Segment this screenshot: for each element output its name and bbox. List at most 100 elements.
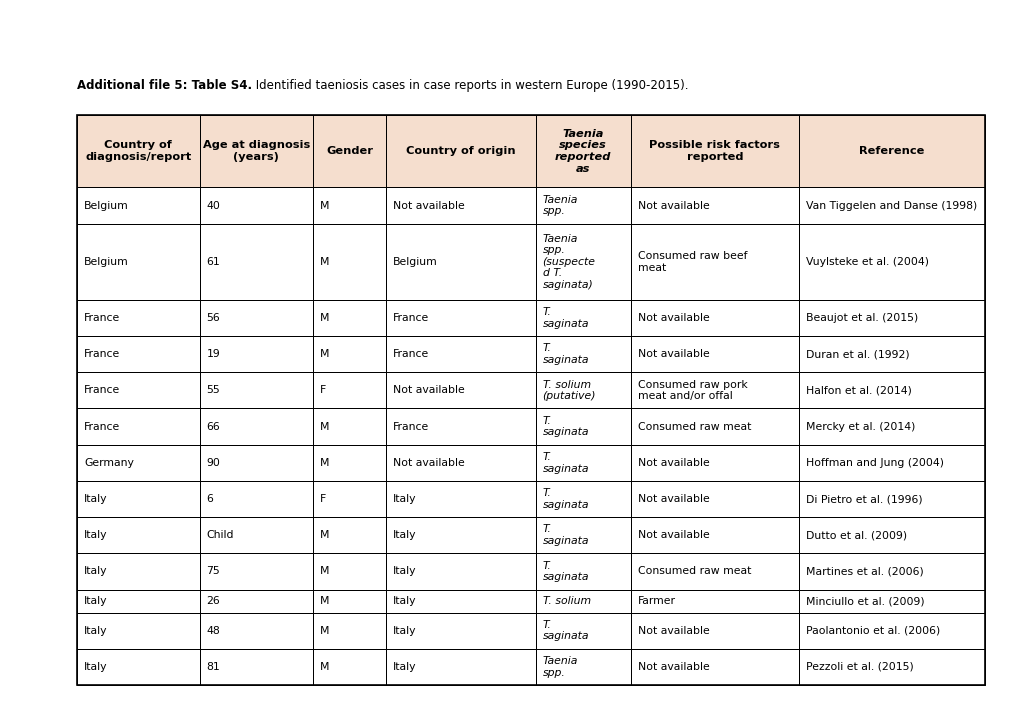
- Bar: [313, 445, 385, 481]
- Text: Italy: Italy: [84, 662, 107, 672]
- Text: Italy: Italy: [84, 626, 107, 636]
- Bar: [385, 300, 535, 336]
- Bar: [385, 517, 535, 554]
- Bar: [798, 224, 984, 300]
- Text: Taenia
spp.
(suspecte
d T.
saginata): Taenia spp. (suspecte d T. saginata): [542, 233, 595, 290]
- Bar: [631, 408, 798, 445]
- Text: Identified taeniosis cases in case reports in western Europe (1990-2015).: Identified taeniosis cases in case repor…: [252, 79, 688, 92]
- Text: Child: Child: [207, 530, 233, 540]
- Text: 90: 90: [207, 458, 220, 468]
- Bar: [631, 590, 798, 613]
- Text: M: M: [320, 530, 329, 540]
- Text: M: M: [320, 567, 329, 577]
- Bar: [76, 445, 200, 481]
- Text: Not available: Not available: [637, 530, 709, 540]
- Text: Italy: Italy: [84, 494, 107, 504]
- Bar: [631, 517, 798, 554]
- Bar: [798, 649, 984, 685]
- Bar: [200, 187, 313, 224]
- Bar: [200, 517, 313, 554]
- Text: Not available: Not available: [637, 626, 709, 636]
- Text: Reference: Reference: [858, 146, 923, 156]
- Text: Italy: Italy: [392, 626, 416, 636]
- Bar: [313, 372, 385, 408]
- Bar: [76, 554, 200, 590]
- Text: Not available: Not available: [637, 494, 709, 504]
- Bar: [200, 336, 313, 372]
- Bar: [385, 336, 535, 372]
- Text: 40: 40: [207, 201, 220, 210]
- Text: Belgium: Belgium: [392, 257, 437, 266]
- Text: T.
saginata: T. saginata: [542, 307, 588, 329]
- Text: 19: 19: [207, 349, 220, 359]
- Text: Martines et al. (2006): Martines et al. (2006): [805, 567, 923, 577]
- Text: Farmer: Farmer: [637, 596, 676, 606]
- Bar: [798, 590, 984, 613]
- Bar: [76, 590, 200, 613]
- Text: Dutto et al. (2009): Dutto et al. (2009): [805, 530, 906, 540]
- Text: Italy: Italy: [84, 596, 107, 606]
- Bar: [200, 590, 313, 613]
- Text: Minciullo et al. (2009): Minciullo et al. (2009): [805, 596, 923, 606]
- Text: 26: 26: [207, 596, 220, 606]
- Text: Italy: Italy: [392, 494, 416, 504]
- Bar: [76, 408, 200, 445]
- Text: Italy: Italy: [392, 530, 416, 540]
- Text: T.
saginata: T. saginata: [542, 561, 588, 582]
- Text: Paolantonio et al. (2006): Paolantonio et al. (2006): [805, 626, 940, 636]
- Text: Consumed raw meat: Consumed raw meat: [637, 567, 751, 577]
- Bar: [385, 613, 535, 649]
- Text: M: M: [320, 257, 329, 266]
- Text: Di Pietro et al. (1996): Di Pietro et al. (1996): [805, 494, 921, 504]
- Bar: [535, 372, 631, 408]
- Text: 48: 48: [207, 626, 220, 636]
- Text: Hoffman and Jung (2004): Hoffman and Jung (2004): [805, 458, 943, 468]
- Bar: [385, 445, 535, 481]
- Bar: [798, 481, 984, 517]
- Bar: [535, 590, 631, 613]
- Text: M: M: [320, 596, 329, 606]
- Bar: [631, 187, 798, 224]
- Text: F: F: [320, 385, 326, 395]
- Bar: [76, 115, 984, 187]
- Bar: [631, 336, 798, 372]
- Text: T. solium
(putative): T. solium (putative): [542, 379, 595, 401]
- Text: Not available: Not available: [637, 313, 709, 323]
- Bar: [631, 613, 798, 649]
- Bar: [535, 517, 631, 554]
- Bar: [385, 590, 535, 613]
- Bar: [631, 115, 798, 187]
- Bar: [76, 481, 200, 517]
- Bar: [535, 445, 631, 481]
- Text: M: M: [320, 458, 329, 468]
- Bar: [200, 300, 313, 336]
- Bar: [200, 224, 313, 300]
- Text: Consumed raw meat: Consumed raw meat: [637, 422, 751, 431]
- Text: France: France: [84, 385, 120, 395]
- Bar: [313, 300, 385, 336]
- Text: 61: 61: [207, 257, 220, 266]
- Text: Italy: Italy: [84, 530, 107, 540]
- Bar: [76, 115, 984, 685]
- Bar: [200, 554, 313, 590]
- Text: Not available: Not available: [637, 458, 709, 468]
- Bar: [385, 115, 535, 187]
- Text: Halfon et al. (2014): Halfon et al. (2014): [805, 385, 911, 395]
- Text: 6: 6: [207, 494, 213, 504]
- Bar: [631, 481, 798, 517]
- Bar: [76, 649, 200, 685]
- Bar: [313, 336, 385, 372]
- Bar: [798, 300, 984, 336]
- Text: T.
saginata: T. saginata: [542, 620, 588, 642]
- Bar: [200, 649, 313, 685]
- Bar: [313, 554, 385, 590]
- Text: T.
saginata: T. saginata: [542, 415, 588, 437]
- Text: 56: 56: [207, 313, 220, 323]
- Text: Consumed raw beef
meat: Consumed raw beef meat: [637, 251, 747, 273]
- Bar: [313, 115, 385, 187]
- Bar: [631, 649, 798, 685]
- Text: T. solium: T. solium: [542, 596, 590, 606]
- Bar: [76, 224, 200, 300]
- Text: Belgium: Belgium: [84, 201, 128, 210]
- Bar: [76, 300, 200, 336]
